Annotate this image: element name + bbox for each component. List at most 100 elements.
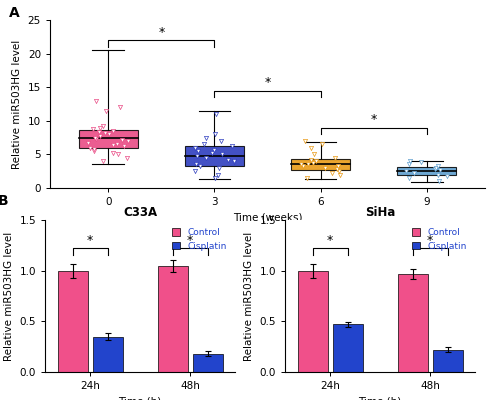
Point [106,131,114,138]
X-axis label: Time (h): Time (h) [118,396,162,400]
X-axis label: Time (weeks): Time (weeks) [233,212,302,222]
Point [212,131,220,138]
Point [91,134,99,141]
Point [114,151,122,158]
Point [210,146,218,153]
Bar [92,336,122,372]
Point [320,165,328,171]
Bar [292,159,350,170]
Y-axis label: Relative miR503HG level: Relative miR503HG level [12,39,22,169]
Point [304,161,312,168]
Legend: Control, Cisplatin: Control, Cisplatin [168,224,230,254]
Point [211,175,219,181]
Text: *: * [427,234,433,247]
Bar [158,266,188,372]
Point [113,141,121,148]
Bar [298,271,328,372]
Title: C33A: C33A [123,206,157,219]
Bar [186,146,244,166]
Point [124,138,132,144]
Point [99,158,107,164]
Point [299,163,307,169]
Point [202,134,210,141]
Point [297,161,305,168]
Point [334,166,342,172]
Point [120,143,128,150]
Bar [432,350,462,372]
Point [434,171,442,178]
Point [90,146,98,152]
Point [96,124,104,131]
Point [224,156,232,163]
Point [200,141,208,148]
Point [208,150,216,156]
Point [230,158,238,164]
Point [86,144,94,151]
Text: B: B [0,194,8,208]
Point [307,156,315,163]
Point [402,168,409,174]
Text: *: * [187,234,193,247]
Point [96,129,104,136]
Text: *: * [370,113,376,126]
Point [215,165,223,171]
Point [312,158,320,164]
Point [336,171,344,178]
Text: *: * [87,234,93,247]
Title: SiHa: SiHa [365,206,395,219]
Point [96,132,104,139]
Point [92,136,100,142]
Point [90,148,98,154]
Bar [192,354,222,372]
Text: *: * [264,76,270,89]
Point [194,148,202,154]
Point [404,161,412,168]
Point [410,170,418,176]
Bar [58,271,88,372]
Point [432,166,440,172]
Point [335,168,343,174]
Point [98,123,106,129]
Point [118,136,126,143]
Point [124,154,132,161]
Point [218,151,226,158]
Point [194,152,202,159]
Point [436,178,444,184]
Point [228,142,236,149]
Point [303,175,311,181]
Point [109,128,117,134]
Point [102,130,110,136]
Point [416,159,424,166]
Point [406,158,414,164]
Y-axis label: Relative miR503HG level: Relative miR503HG level [244,231,254,361]
Point [444,173,452,179]
Bar [79,130,138,148]
Point [334,163,342,170]
Point [318,141,326,148]
Point [196,163,204,170]
Point [190,144,198,151]
Point [218,138,226,144]
Point [92,98,100,104]
Point [432,165,440,171]
Point [89,126,97,132]
Point [84,140,92,146]
Point [404,175,412,181]
Bar [332,324,362,372]
Point [108,150,116,156]
Point [116,104,124,110]
Point [214,171,222,178]
Text: *: * [327,234,333,247]
Point [108,142,116,148]
Point [330,154,338,161]
Text: A: A [8,6,20,20]
X-axis label: Time (h): Time (h) [358,396,402,400]
Point [212,111,220,117]
Point [191,168,199,174]
Point [230,159,237,166]
Point [436,167,444,173]
Bar [398,274,428,372]
Point [434,163,442,170]
Point [302,138,310,144]
Point [310,151,318,158]
